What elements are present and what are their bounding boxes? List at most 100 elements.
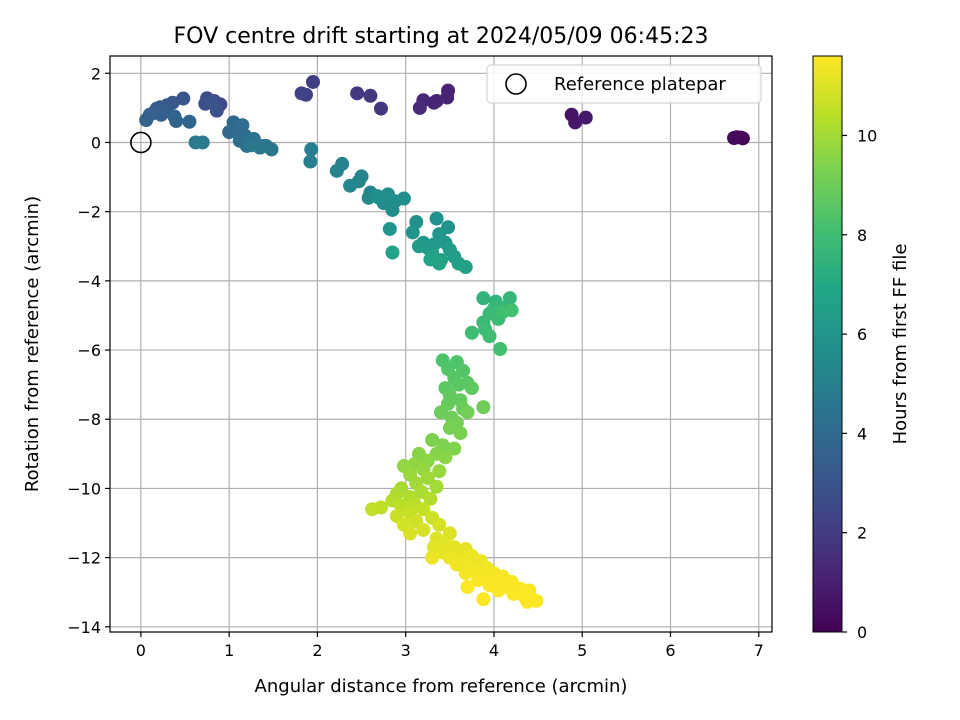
colorbar-tick-label: 0	[857, 623, 867, 642]
colorbar-tick-label: 4	[857, 424, 867, 443]
data-point	[425, 433, 440, 447]
data-point	[365, 502, 380, 517]
x-axis-label: Angular distance from reference (arcmin)	[255, 676, 628, 697]
data-point	[370, 189, 385, 204]
y-tick-label: −10	[67, 479, 101, 498]
data-point	[343, 178, 358, 193]
y-tick-label: −2	[77, 203, 101, 222]
data-point	[438, 450, 453, 465]
legend-entry-reference: Reference platepar	[554, 74, 726, 95]
data-point	[425, 550, 440, 565]
x-tick-label: 6	[665, 641, 675, 660]
data-point	[405, 225, 420, 240]
data-point	[167, 109, 182, 124]
data-point	[303, 154, 318, 169]
data-point	[416, 522, 431, 537]
data-point	[176, 91, 191, 106]
data-point	[568, 115, 583, 130]
data-point	[458, 566, 473, 581]
data-point	[381, 187, 396, 202]
data-point	[451, 377, 466, 392]
data-point	[440, 90, 455, 105]
data-point	[139, 113, 154, 127]
legend-marker	[505, 73, 527, 95]
y-tick-label: −14	[67, 618, 101, 637]
data-point	[385, 202, 400, 217]
y-tick-label: −6	[77, 341, 101, 360]
legend: Reference platepar	[486, 64, 762, 104]
data-point	[432, 256, 447, 271]
data-point	[420, 471, 435, 486]
data-point	[506, 586, 521, 601]
x-tick-label: 5	[577, 641, 587, 660]
data-points	[139, 74, 750, 609]
y-tick-label: 0	[91, 133, 101, 152]
data-point	[442, 420, 457, 435]
data-point	[385, 245, 400, 260]
data-point	[504, 303, 519, 318]
y-axis-ticks: −14 −12 −10 −8 −6 −4 −2 0 2	[67, 64, 110, 637]
data-point	[434, 405, 448, 420]
data-point	[476, 400, 491, 415]
data-point	[382, 221, 397, 236]
data-point	[304, 142, 319, 157]
data-point	[350, 86, 365, 101]
data-point	[363, 88, 378, 103]
data-point	[727, 130, 742, 145]
data-point	[182, 114, 197, 129]
colorbar	[812, 55, 843, 633]
x-tick-label: 3	[401, 641, 411, 660]
data-point	[460, 405, 475, 420]
x-tick-label: 2	[312, 641, 322, 660]
data-point	[447, 441, 462, 456]
data-point	[429, 211, 444, 226]
plot-frame	[109, 55, 773, 633]
data-point	[373, 101, 388, 116]
data-point	[464, 325, 479, 340]
data-point	[329, 163, 344, 178]
y-tick-label: −12	[67, 549, 101, 568]
x-axis-ticks: 0 1 2 3 4 5 6 7	[136, 632, 764, 660]
data-point	[432, 464, 447, 479]
data-point	[476, 592, 491, 607]
x-tick-label: 7	[754, 641, 764, 660]
data-point	[204, 94, 219, 109]
data-point	[520, 594, 535, 609]
colorbar-tick-label: 2	[857, 524, 867, 543]
data-point	[423, 491, 438, 506]
data-point	[458, 260, 473, 275]
x-tick-label: 1	[224, 641, 234, 660]
data-point	[255, 138, 270, 153]
colorbar-tick-label: 8	[857, 226, 867, 245]
chart-title: FOV centre drift starting at 2024/05/09 …	[174, 24, 709, 49]
data-point	[491, 583, 506, 598]
data-point	[449, 557, 464, 572]
x-tick-label: 0	[136, 641, 146, 660]
data-point	[453, 426, 468, 441]
data-point	[403, 526, 418, 541]
data-point	[306, 74, 321, 89]
x-tick-label: 4	[489, 641, 499, 660]
data-point	[244, 138, 259, 153]
data-point	[154, 107, 169, 122]
data-point	[412, 100, 427, 115]
colorbar-tick-label: 10	[857, 126, 877, 145]
data-point	[298, 87, 313, 102]
y-tick-label: −4	[77, 272, 101, 291]
colorbar-tick-label: 6	[857, 325, 867, 344]
reference-platepar-marker	[130, 131, 152, 154]
data-point	[429, 479, 444, 494]
data-point	[411, 239, 426, 254]
data-point	[464, 381, 479, 396]
data-point	[471, 573, 486, 588]
data-point	[482, 329, 497, 344]
colorbar-ticks: 0 2 4 6 8 10	[842, 126, 877, 642]
data-point	[416, 502, 431, 517]
y-tick-label: −8	[77, 410, 101, 429]
data-point	[476, 291, 491, 306]
legend-box	[486, 64, 762, 104]
y-axis-label: Rotation from reference (arcmin)	[22, 196, 43, 492]
data-point	[460, 580, 475, 595]
colorbar-label: Hours from first FF file	[890, 244, 911, 445]
